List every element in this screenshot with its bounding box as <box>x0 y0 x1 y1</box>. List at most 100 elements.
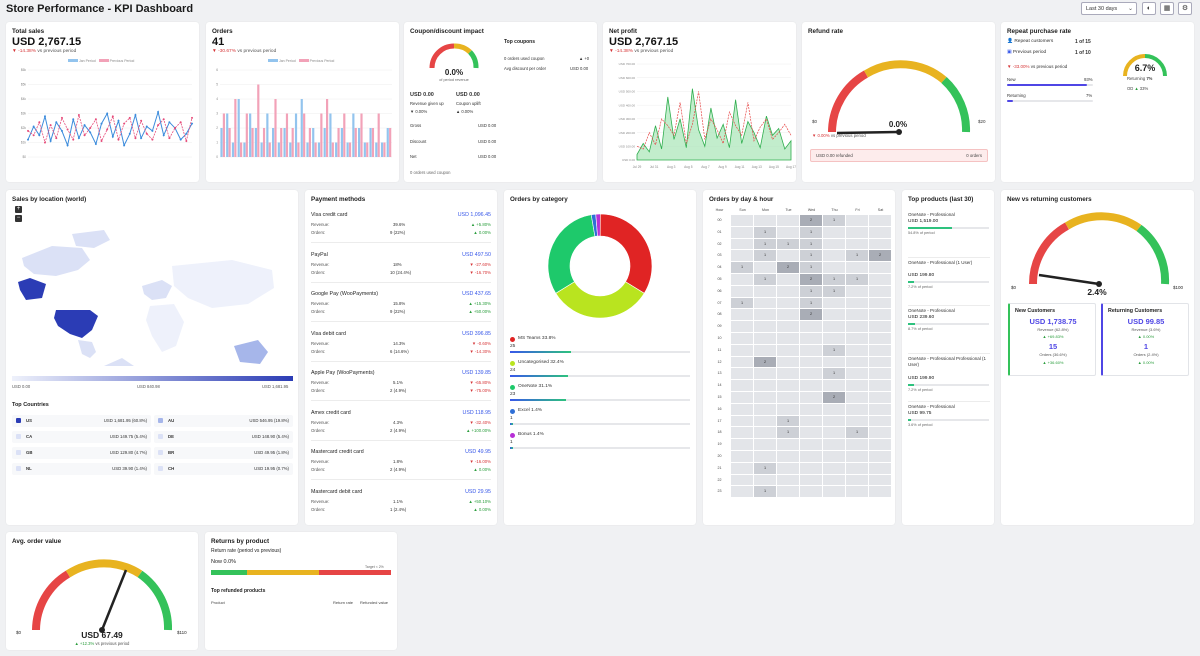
heatmap-cell[interactable] <box>823 333 845 344</box>
heatmap-cell[interactable] <box>869 215 891 226</box>
heatmap-cell[interactable] <box>731 462 753 474</box>
heatmap-cell[interactable] <box>777 250 799 262</box>
heatmap-cell[interactable] <box>731 392 753 403</box>
heatmap-cell[interactable]: 1 <box>754 238 776 250</box>
heatmap-cell[interactable] <box>777 451 799 462</box>
heatmap-cell[interactable] <box>869 380 891 391</box>
heatmap-cell[interactable] <box>731 451 753 462</box>
heatmap-cell[interactable] <box>777 344 799 356</box>
heatmap-cell[interactable] <box>823 462 845 474</box>
heatmap-cell[interactable] <box>754 403 776 415</box>
heatmap-cell[interactable] <box>754 333 776 344</box>
heatmap-cell[interactable] <box>777 462 799 474</box>
heatmap-cell[interactable]: 2 <box>800 274 822 285</box>
heatmap-cell[interactable] <box>777 333 799 344</box>
heatmap-cell[interactable]: 2 <box>777 262 799 273</box>
heatmap-cell[interactable]: 1 <box>823 285 845 297</box>
heatmap-cell[interactable] <box>777 368 799 380</box>
heatmap-cell[interactable] <box>846 333 868 344</box>
heatmap-cell[interactable] <box>846 215 868 226</box>
heatmap-cell[interactable] <box>800 474 822 486</box>
heatmap-cell[interactable]: 1 <box>754 462 776 474</box>
heatmap-cell[interactable]: 1 <box>754 274 776 285</box>
heatmap-cell[interactable] <box>777 474 799 486</box>
heatmap-cell[interactable] <box>754 427 776 439</box>
heatmap-cell[interactable] <box>823 403 845 415</box>
heatmap-cell[interactable] <box>777 486 799 498</box>
heatmap-cell[interactable] <box>777 439 799 450</box>
heatmap-cell[interactable]: 1 <box>731 297 753 309</box>
heatmap-cell[interactable] <box>869 309 891 321</box>
heatmap-cell[interactable] <box>869 368 891 380</box>
heatmap-cell[interactable] <box>823 415 845 427</box>
heatmap-cell[interactable]: 1 <box>846 250 868 262</box>
heatmap-cell[interactable]: 1 <box>800 285 822 297</box>
heatmap-cell[interactable] <box>731 285 753 297</box>
heatmap-cell[interactable]: 1 <box>754 486 776 498</box>
heatmap-cell[interactable]: 1 <box>846 427 868 439</box>
heatmap-cell[interactable] <box>869 356 891 368</box>
heatmap-cell[interactable] <box>731 380 753 391</box>
date-range-select[interactable]: Last 30 days ⌄ <box>1081 2 1137 15</box>
heatmap-cell[interactable]: 1 <box>731 262 753 273</box>
heatmap-cell[interactable] <box>869 226 891 238</box>
heatmap-cell[interactable] <box>754 415 776 427</box>
heatmap-cell[interactable] <box>731 344 753 356</box>
heatmap-cell[interactable] <box>846 474 868 486</box>
theme-toggle-button[interactable]: ◐ <box>1142 2 1156 15</box>
heatmap-cell[interactable] <box>754 309 776 321</box>
heatmap-cell[interactable]: 1 <box>777 427 799 439</box>
heatmap-cell[interactable] <box>846 285 868 297</box>
heatmap-cell[interactable] <box>754 285 776 297</box>
heatmap-cell[interactable] <box>800 427 822 439</box>
heatmap-cell[interactable] <box>731 474 753 486</box>
heatmap-cell[interactable] <box>800 333 822 344</box>
zoom-out-button[interactable]: − <box>15 215 22 222</box>
heatmap-cell[interactable]: 1 <box>823 274 845 285</box>
heatmap-cell[interactable] <box>754 262 776 273</box>
heatmap-cell[interactable]: 1 <box>823 368 845 380</box>
heatmap-cell[interactable]: 1 <box>754 226 776 238</box>
heatmap-cell[interactable] <box>800 403 822 415</box>
heatmap-cell[interactable] <box>846 451 868 462</box>
heatmap-cell[interactable] <box>777 309 799 321</box>
heatmap-cell[interactable] <box>731 486 753 498</box>
heatmap-cell[interactable] <box>777 392 799 403</box>
heatmap-cell[interactable]: 2 <box>823 392 845 403</box>
heatmap-cell[interactable] <box>777 380 799 391</box>
heatmap-cell[interactable] <box>823 238 845 250</box>
heatmap-cell[interactable] <box>823 226 845 238</box>
heatmap-cell[interactable] <box>869 321 891 332</box>
heatmap-cell[interactable]: 1 <box>823 344 845 356</box>
heatmap-cell[interactable] <box>754 368 776 380</box>
heatmap-cell[interactable] <box>800 462 822 474</box>
heatmap-cell[interactable] <box>869 451 891 462</box>
heatmap-cell[interactable] <box>731 356 753 368</box>
heatmap-cell[interactable] <box>823 250 845 262</box>
heatmap-cell[interactable] <box>823 297 845 309</box>
heatmap-cell[interactable] <box>800 356 822 368</box>
heatmap-cell[interactable] <box>754 451 776 462</box>
heatmap-cell[interactable]: 2 <box>754 356 776 368</box>
heatmap-cell[interactable] <box>754 380 776 391</box>
heatmap-cell[interactable] <box>869 238 891 250</box>
heatmap-cell[interactable] <box>846 403 868 415</box>
heatmap-cell[interactable] <box>800 415 822 427</box>
heatmap-cell[interactable] <box>731 415 753 427</box>
heatmap-cell[interactable] <box>869 262 891 273</box>
heatmap-cell[interactable]: 1 <box>846 274 868 285</box>
heatmap-cell[interactable] <box>754 297 776 309</box>
heatmap-cell[interactable]: 1 <box>800 238 822 250</box>
heatmap-cell[interactable]: 1 <box>777 415 799 427</box>
settings-button[interactable]: ⚙ <box>1178 2 1192 15</box>
heatmap-cell[interactable] <box>800 392 822 403</box>
heatmap-cell[interactable] <box>731 439 753 450</box>
heatmap-cell[interactable] <box>869 462 891 474</box>
heatmap-cell[interactable] <box>754 474 776 486</box>
heatmap-cell[interactable] <box>846 415 868 427</box>
heatmap-cell[interactable] <box>846 297 868 309</box>
heatmap-cell[interactable] <box>869 415 891 427</box>
heatmap-cell[interactable] <box>823 356 845 368</box>
heatmap-cell[interactable] <box>869 486 891 498</box>
heatmap-cell[interactable] <box>800 486 822 498</box>
